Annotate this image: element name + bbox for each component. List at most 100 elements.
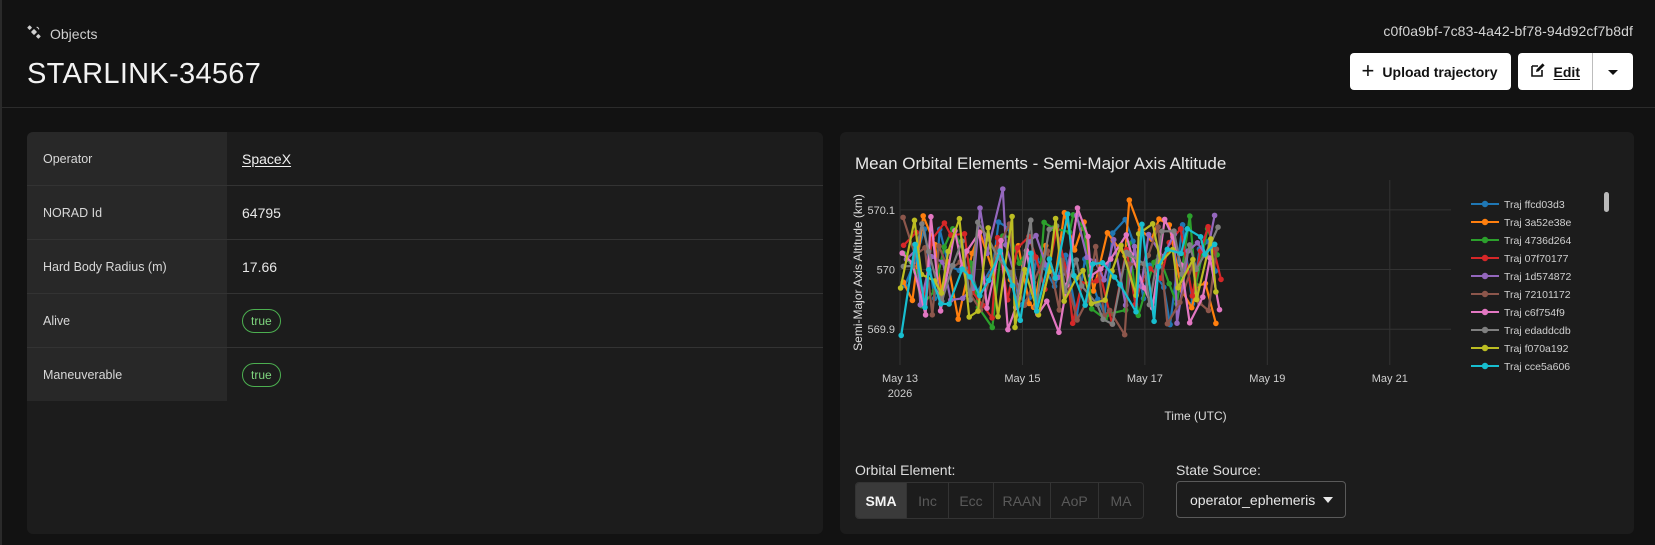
series-point (1009, 282, 1016, 289)
series-point (1174, 320, 1180, 326)
property-value-cell: true (227, 348, 823, 401)
series-point (1122, 216, 1128, 223)
series-point (1121, 331, 1128, 338)
series-point (1193, 296, 1200, 303)
series-point (1188, 304, 1195, 311)
series-point (938, 290, 945, 296)
property-row: Maneuverable true (27, 348, 823, 401)
element-option-inc[interactable]: Inc (907, 483, 949, 518)
chart-title: Mean Orbital Elements - Semi-Major Axis … (855, 154, 1227, 173)
x-tick-label: May 17 (1127, 373, 1163, 385)
series-point (1202, 251, 1208, 258)
y-tick-label: 569.9 (867, 324, 895, 336)
series-point (1151, 318, 1157, 325)
series-point (946, 301, 952, 307)
legend-entry: Traj ffcd03d3 (1504, 199, 1565, 211)
property-value: 17.66 (242, 258, 278, 275)
property-key: Hard Body Radius (m) (27, 240, 227, 293)
legend-entry: Traj 3a52e38e (1504, 217, 1571, 229)
series-point (1126, 197, 1133, 203)
x-tick-label: May 21 (1372, 373, 1408, 385)
series-point (1046, 256, 1053, 262)
series-point (922, 312, 929, 318)
sma-chart[interactable]: May 13 2026 May 15 May 17 May 19 May 21 569.9 5… (840, 180, 1634, 480)
y-tick-label: 570.1 (867, 205, 895, 217)
series-point (984, 305, 990, 311)
element-option-ma[interactable]: MA (1110, 492, 1132, 509)
series-point (955, 316, 961, 322)
x-tick-label: May 13 (882, 373, 918, 385)
series-point (1044, 298, 1050, 304)
operator-link[interactable]: SpaceX (242, 150, 292, 167)
element-option-raan[interactable]: RAAN (994, 483, 1051, 518)
series-point (1012, 324, 1018, 331)
series-point (897, 285, 904, 291)
series-point (912, 241, 918, 248)
legend-entry: Traj 72101172 (1504, 289, 1571, 301)
series-point (1213, 246, 1220, 252)
upload-trajectory-label: Upload trajectory (1382, 63, 1498, 80)
upload-trajectory-button[interactable]: + Upload trajectory (1349, 53, 1511, 90)
property-row: NORAD Id 64795 (27, 186, 823, 240)
edit-button[interactable]: Edit (1517, 53, 1593, 90)
legend-swatch-point (1481, 254, 1489, 262)
status-badge: true (242, 362, 281, 387)
breadcrumb[interactable]: Objects (27, 25, 97, 42)
series-point (1052, 275, 1059, 281)
series-point (1085, 233, 1091, 240)
element-option-aop[interactable]: AoP (1051, 483, 1099, 518)
series-point (1092, 243, 1099, 250)
series-point (909, 297, 916, 304)
series-point (1033, 232, 1039, 239)
y-axis-title: Semi-Major Axis Altitude (km) (851, 194, 865, 351)
element-option-ecc[interactable]: Ecc (949, 483, 994, 518)
series-point (1184, 226, 1191, 232)
series-point (936, 243, 942, 249)
series-point (975, 308, 981, 314)
status-badge: true (242, 308, 281, 333)
series-point (1073, 257, 1080, 263)
series-point (919, 221, 925, 227)
series-point (898, 332, 904, 339)
series-point (1218, 276, 1224, 283)
property-row: Hard Body Radius (m) 17.66 (27, 240, 823, 294)
series-point (969, 250, 975, 257)
series-line (902, 213, 1219, 329)
property-key: NORAD Id (27, 186, 227, 239)
series-point (1155, 224, 1161, 230)
series-point (929, 312, 936, 318)
series-point (1000, 186, 1006, 192)
series-point (1071, 272, 1077, 279)
legend-swatch-point (1481, 308, 1489, 316)
property-value: 64795 (242, 204, 281, 221)
header-divider (0, 107, 1655, 108)
legend-entry: Traj edaddcdb (1504, 325, 1571, 337)
series-point (1161, 216, 1168, 223)
series-point (1211, 241, 1218, 248)
series-point (1200, 294, 1206, 300)
legend-scrollbar (1604, 192, 1609, 212)
series-point (941, 220, 948, 226)
legend-swatch-point (1481, 290, 1489, 298)
element-option-sma[interactable]: SMA (856, 483, 907, 518)
series-point (964, 248, 970, 254)
legend-swatch-point (1481, 344, 1489, 352)
series-point (1166, 280, 1172, 287)
series-point (922, 245, 928, 251)
orbital-element-toggle: SMA Inc Ecc RAAN AoP MA (855, 482, 1144, 519)
breadcrumb-objects[interactable]: Objects (50, 25, 98, 42)
series-point (1022, 266, 1028, 273)
series-point (1211, 212, 1218, 219)
property-value-cell: 64795 (227, 186, 823, 239)
state-source-select[interactable]: operator_ephemeris (1176, 481, 1346, 518)
series-point (922, 304, 928, 311)
x-tick-label: May 15 (1004, 373, 1040, 385)
series-point (967, 274, 973, 280)
edit-menu-button[interactable] (1593, 53, 1633, 90)
series-point (1131, 243, 1138, 250)
series-point (1102, 297, 1108, 303)
series-point (1014, 245, 1021, 251)
series-point (1052, 215, 1059, 222)
x-tick-year: 2026 (888, 388, 912, 400)
series-point (1177, 299, 1183, 306)
